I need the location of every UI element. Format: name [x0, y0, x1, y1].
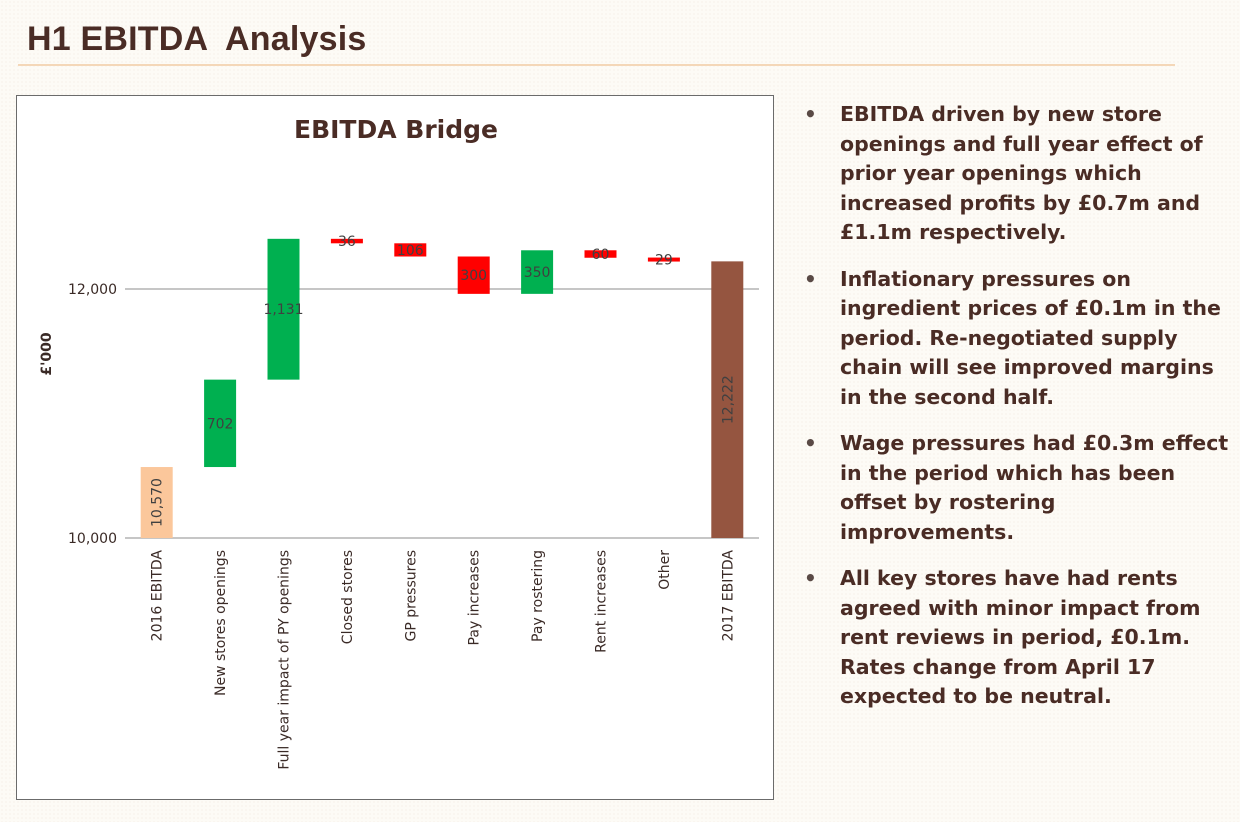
data-label: 702 — [207, 416, 234, 432]
bar — [647, 257, 680, 262]
bar — [267, 238, 300, 380]
gridlines: 10,000 12,000 — [68, 282, 759, 547]
bullet-dot-icon: • — [804, 266, 817, 291]
bar — [330, 238, 363, 244]
data-label: 300 — [460, 268, 487, 284]
x-tick-label: Full year impact of PY openings — [277, 550, 293, 770]
bullet-dot-icon: • — [804, 431, 817, 455]
bullet-text: All key stores have had rents agreed wit… — [840, 566, 1201, 708]
bullet-item: • EBITDA driven by new store openings and… — [800, 100, 1230, 248]
x-tick-label: New stores openings — [213, 550, 229, 696]
data-labels: 10,570 702 1,131 36 106 300 350 60 29 12,222 — [150, 234, 737, 527]
bar — [394, 243, 427, 257]
x-tick-label: Rent increases — [594, 550, 610, 653]
bullet-text: Inflationary pressures on ingredient pri… — [840, 266, 1221, 409]
bullet-text: EBITDA driven by new store openings and … — [840, 102, 1203, 244]
bullet-item: • Wage pressures had £0.3m effect in the … — [800, 429, 1230, 547]
bullet-text: Wage pressures had £0.3m effect in the p… — [840, 431, 1229, 544]
x-tick-label: 2017 EBITDA — [720, 550, 736, 642]
commentary-list: • EBITDA driven by new store openings and… — [800, 100, 1230, 729]
data-label: 106 — [397, 243, 424, 259]
page-title: H1 EBITDA Analysis — [27, 20, 367, 58]
bullet-item: • Inflationary pressures on ingredient pr… — [800, 265, 1230, 413]
bar — [204, 379, 237, 468]
data-label: 350 — [524, 265, 551, 281]
bullet-dot-icon: • — [804, 566, 817, 590]
y-axis-label: £'000 — [39, 332, 55, 376]
bars — [140, 238, 744, 538]
bar — [584, 250, 617, 258]
data-label: 60 — [592, 247, 610, 263]
chart-frame: EBITDA Bridge £'000 10,000 12,000 10,570 7… — [16, 95, 774, 800]
data-label: 1,131 — [263, 302, 303, 318]
x-tick-label: Pay increases — [467, 550, 483, 645]
data-label: 12,222 — [720, 375, 736, 424]
data-label: 36 — [338, 234, 356, 250]
bar — [521, 250, 554, 294]
bullet-dot-icon: • — [804, 102, 817, 126]
data-label: 29 — [655, 253, 673, 269]
title-divider — [18, 64, 1175, 66]
bar — [140, 467, 173, 538]
x-tick-labels: 2016 EBITDA New stores openings Full year … — [150, 550, 737, 770]
data-label: 10,570 — [150, 478, 166, 527]
x-tick-label: Closed stores — [340, 550, 356, 644]
bullet-item: • All key stores have had rents agreed wi… — [800, 564, 1230, 712]
x-tick-label: Pay rostering — [530, 550, 546, 642]
ebitda-bridge-chart: EBITDA Bridge £'000 10,000 12,000 10,570 7… — [39, 115, 759, 770]
bar — [711, 261, 744, 538]
y-tick-label: 12,000 — [68, 282, 117, 298]
x-tick-label: 2016 EBITDA — [150, 550, 166, 642]
x-tick-label: Other — [657, 550, 673, 590]
bar — [457, 256, 490, 294]
y-tick-label: 10,000 — [68, 531, 117, 547]
chart-title: EBITDA Bridge — [294, 115, 498, 144]
x-tick-label: GP pressures — [403, 550, 419, 642]
